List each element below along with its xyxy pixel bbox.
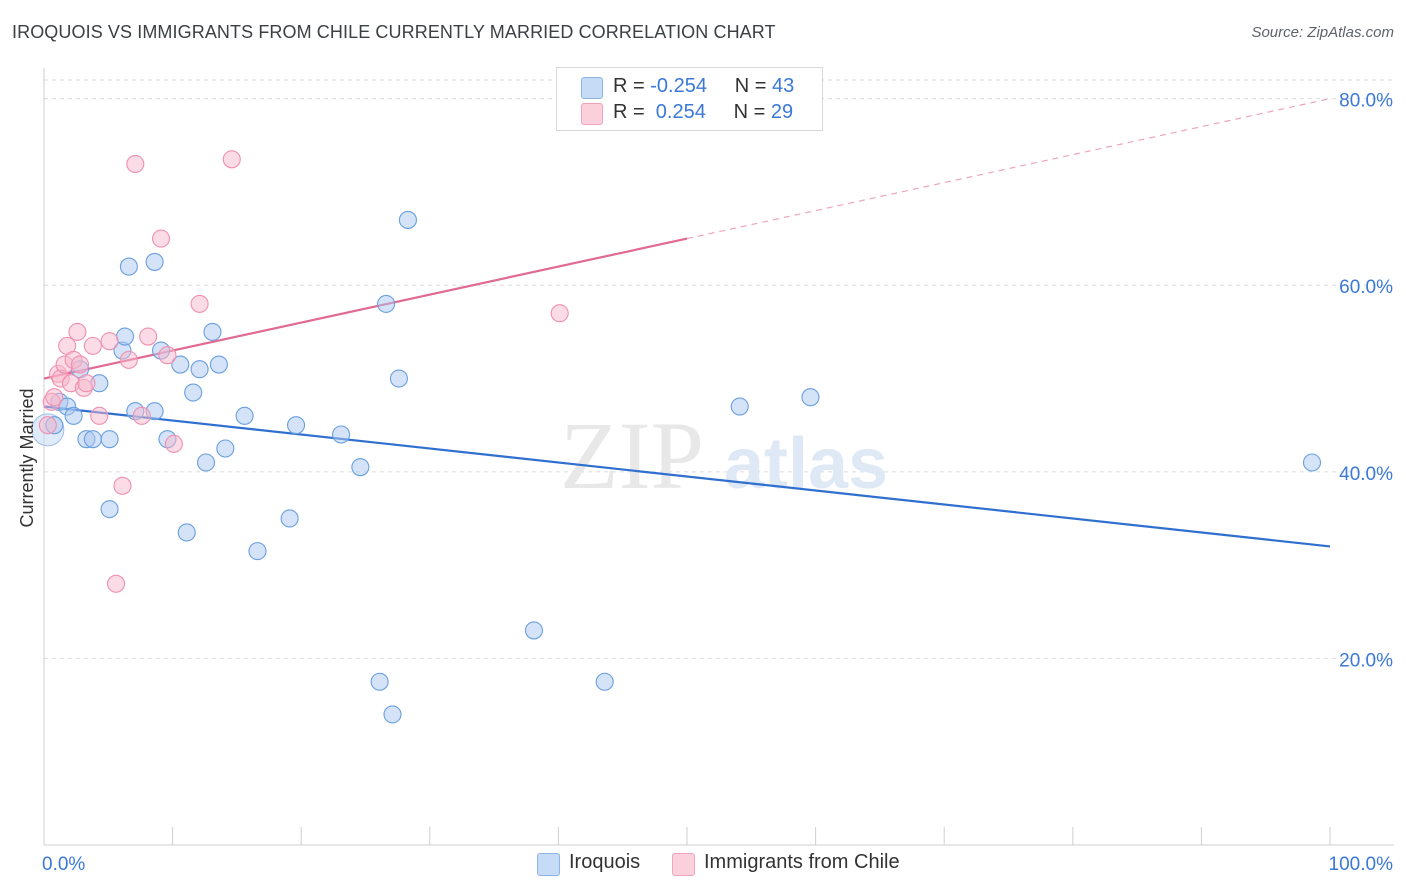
data-point [190, 294, 209, 313]
source-label: Source: ZipAtlas.com [1251, 24, 1394, 41]
data-point [351, 458, 370, 477]
axes [43, 68, 1394, 846]
data-point [139, 327, 158, 346]
chart-title: IROQUOIS VS IMMIGRANTS FROM CHILE CURREN… [12, 22, 776, 42]
data-point [196, 453, 216, 472]
data-point [209, 355, 228, 374]
data-point [203, 322, 222, 341]
n-value: 43 [772, 75, 795, 97]
stats-legend: R = -0.254 N = 43 R = 0.254 N = 29 [556, 67, 823, 131]
data-point [113, 476, 132, 495]
trend-line-solid [43, 405, 1331, 548]
data-point [1302, 453, 1322, 472]
data-point [45, 388, 64, 407]
data-point [235, 406, 254, 425]
iroquois-legend-swatch [537, 853, 560, 876]
data-point [83, 430, 102, 449]
data-point [77, 374, 96, 393]
data-point [524, 621, 544, 640]
data-point [377, 294, 396, 313]
n-label: N = [734, 75, 773, 97]
trend-line-solid [43, 237, 688, 380]
chile-swatch [581, 103, 603, 125]
y-tick-label: 40.0% [1339, 464, 1393, 485]
y-tick-label: 80.0% [1339, 91, 1393, 112]
data-point [171, 355, 190, 374]
data-point [158, 346, 177, 365]
r-label: R = [613, 101, 651, 123]
r-value: -0.254 [650, 75, 707, 97]
axis-labels: 20.0% 40.0% 60.0% 80.0% 0.0% 100.0% Currently … [17, 91, 1393, 875]
data-point [132, 406, 151, 425]
data-point [177, 523, 196, 542]
x-tick-label: 0.0% [42, 854, 85, 875]
iroquois-swatch [581, 77, 603, 99]
data-point [370, 672, 389, 691]
watermark-atlas: atlas [724, 424, 888, 504]
data-point [248, 542, 267, 561]
data-point [801, 388, 820, 407]
legend-label: Immigrants from Chile [704, 851, 900, 873]
data-point [68, 322, 87, 341]
data-point [595, 672, 614, 691]
data-point [184, 383, 203, 402]
y-axis-label: Currently Married [17, 388, 37, 527]
data-point [126, 154, 145, 174]
data-point [119, 350, 138, 369]
data-point [222, 150, 241, 169]
data-point [115, 327, 135, 346]
data-point [106, 574, 126, 593]
data-point [216, 439, 235, 458]
data-point [100, 500, 119, 519]
data-point [280, 509, 299, 528]
data-point [164, 434, 183, 453]
r-label: R = [613, 75, 651, 97]
data-point [100, 430, 119, 449]
data-point [70, 355, 90, 374]
data-point [287, 416, 306, 435]
r-value: 0.254 [650, 101, 706, 123]
data-point [83, 336, 102, 355]
data-point [398, 210, 417, 229]
gridlines [44, 79, 1394, 659]
x-tick-label: 100.0% [1329, 854, 1394, 875]
data-point [383, 705, 402, 724]
data-point [64, 406, 83, 425]
y-tick-label: 60.0% [1339, 277, 1393, 298]
y-tick-label: 20.0% [1339, 650, 1393, 671]
data-point [90, 406, 109, 425]
watermark-zip: ZIP [560, 402, 704, 509]
chile-legend-swatch [672, 853, 695, 876]
data-point [730, 397, 749, 416]
data-point [550, 304, 569, 323]
n-value: 29 [770, 101, 794, 123]
data-point [100, 332, 119, 351]
data-point [119, 257, 138, 276]
watermark: ZIP atlas [560, 402, 888, 509]
trend-lines [43, 98, 1331, 548]
data-points [31, 150, 1322, 724]
data-point [190, 360, 209, 379]
data-point [389, 369, 408, 388]
legend-label: Iroquois [569, 851, 641, 873]
data-point [151, 229, 171, 248]
n-label: N = [733, 101, 771, 123]
data-point [145, 252, 164, 271]
data-point [38, 416, 57, 435]
data-point [332, 425, 351, 444]
